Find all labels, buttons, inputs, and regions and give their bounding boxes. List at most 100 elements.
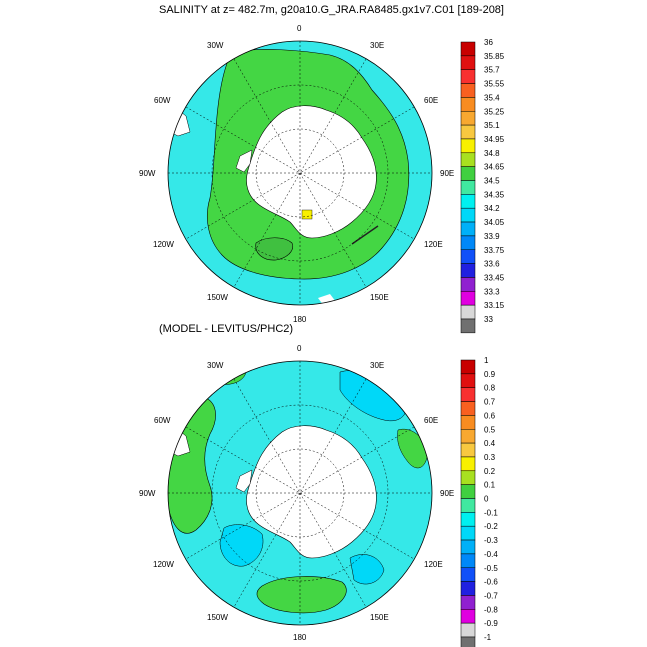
bottom-panel-title: (MODEL - LEVITUS/PHC2) [159, 323, 294, 335]
bottom-lon-label: 180 [293, 633, 307, 642]
top-colorbar-label: 35.1 [484, 121, 500, 130]
bottom-graticule [168, 361, 432, 625]
bottom-lon-label: 60E [424, 416, 438, 425]
top-colorbar-swatch [460, 249, 476, 264]
top-colorbar-label: 34.5 [484, 177, 500, 186]
bottom-colorbar-swatch [460, 470, 476, 485]
top-colorbar-swatch [460, 69, 476, 84]
bottom-colorbar-swatch [460, 429, 476, 444]
top-lon-label: 0 [297, 24, 302, 33]
bottom-colorbar-swatch [460, 359, 476, 375]
top-salinity-map [167, 40, 433, 306]
top-colorbar-swatch [460, 124, 476, 140]
top-colorbar-label: 34.2 [484, 204, 500, 213]
top-lon-label: 120E [424, 240, 443, 249]
top-colorbar-swatch [460, 291, 476, 306]
bottom-colorbar-swatch [460, 539, 476, 555]
bottom-colorbar-label: 0.9 [484, 370, 496, 379]
top-lon-labels: 0 30E 60E 90E 120E 150E 180 150W 120W 90… [139, 24, 454, 324]
bottom-colorbar-swatch [460, 512, 476, 527]
top-colorbar-label: 33.15 [484, 301, 505, 310]
top-colorbar-swatch [460, 318, 476, 334]
top-colorbar: 36 35.85 35.7 35.55 35.4 35.25 35.1 34.95 34.8 34… [460, 38, 505, 334]
top-colorbar-swatch [460, 111, 476, 126]
top-colorbar-label: 33.3 [484, 287, 500, 296]
bottom-antarctica [246, 425, 377, 559]
bottom-lon-label: 60W [154, 416, 171, 425]
top-lon-label: 90W [139, 169, 156, 178]
bottom-colorbar-swatch [460, 373, 476, 388]
bottom-lon-label: 90W [139, 489, 156, 498]
bottom-colorbar-label: -0.2 [484, 522, 498, 531]
top-graticule [168, 41, 432, 305]
bottom-lon-label: 120E [424, 560, 443, 569]
top-peninsula [235, 149, 253, 173]
top-colorbar-label: 35.55 [484, 80, 505, 89]
bottom-colorbar-label: -0.9 [484, 619, 498, 628]
bottom-lon-labels: 0 30E 60E 90E 120E 150E 180 150W 120W 90… [139, 344, 454, 642]
bottom-colorbar-swatch [460, 581, 476, 596]
top-colorbar-swatch [460, 277, 476, 292]
top-lon-label: 30W [207, 41, 224, 50]
top-colorbar-swatch [460, 180, 476, 195]
bottom-peninsula [235, 469, 253, 493]
bottom-colorbar-swatch [460, 498, 476, 513]
bottom-lon-label: 0 [297, 344, 302, 353]
top-colorbar-swatch [460, 97, 476, 112]
bottom-colorbar-swatch [460, 401, 476, 416]
bottom-colorbar-swatch [460, 415, 476, 430]
bottom-colorbar-label: 0.3 [484, 453, 496, 462]
bottom-lon-label: 150E [370, 613, 389, 622]
top-lon-label: 60E [424, 96, 438, 105]
top-lon-label: 60W [154, 96, 171, 105]
bottom-negative-region-west [219, 524, 264, 567]
bottom-map-border [167, 360, 433, 626]
bottom-colorbar-label: 0.1 [484, 481, 496, 490]
bottom-colorbar: 1 0.9 0.8 0.7 0.6 0.5 0.4 0.3 0.2 0.1 0 -0.1 -0.2 -0.… [460, 356, 498, 647]
bottom-colorbar-swatch [460, 595, 476, 610]
top-colorbar-label: 33.6 [484, 260, 500, 269]
top-yellow-spot [301, 209, 313, 220]
bottom-colorbar-swatch [460, 387, 476, 402]
bottom-colorbar-swatch [460, 442, 476, 458]
top-lon-label: 150W [207, 293, 228, 302]
bottom-colorbar-label: -0.5 [484, 564, 498, 573]
bottom-lon-label: 30W [207, 361, 224, 370]
top-colorbar-label: 33.75 [484, 246, 505, 255]
top-antarctica [246, 105, 377, 239]
bottom-colorbar-swatch [460, 456, 476, 472]
bottom-colorbar-label: -1 [484, 633, 492, 642]
top-colorbar-swatch [460, 235, 476, 250]
bottom-colorbar-swatch [460, 484, 476, 499]
bottom-colorbar-swatch [460, 553, 476, 569]
top-colorbar-label: 34.35 [484, 190, 505, 199]
top-colorbar-swatch [460, 304, 476, 320]
bottom-colorbar-label: -0.8 [484, 605, 498, 614]
top-colorbar-label: 34.65 [484, 163, 505, 172]
top-panel-title: SALINITY at z= 482.7m, g20a10.G_JRA.RA84… [159, 4, 504, 16]
top-colorbar-label: 35.4 [484, 93, 500, 102]
top-lon-label: 90E [440, 169, 454, 178]
bottom-colorbar-swatch [460, 525, 476, 541]
bottom-colorbar-label: 0.4 [484, 439, 496, 448]
bottom-lon-label: 150W [207, 613, 228, 622]
bottom-colorbar-label: 0.7 [484, 398, 496, 407]
bottom-colorbar-swatch [460, 609, 476, 624]
top-colorbar-label: 34.95 [484, 135, 505, 144]
bottom-colorbar-label: 0.8 [484, 384, 496, 393]
bottom-colorbar-swatch [460, 622, 476, 638]
bottom-lon-label: 30E [370, 361, 384, 370]
bottom-colorbar-label: -0.3 [484, 536, 498, 545]
bottom-colorbar-label: 0.6 [484, 411, 496, 420]
bottom-colorbar-swatch [460, 636, 476, 647]
bottom-colorbar-label: -0.4 [484, 550, 498, 559]
top-lon-label: 180 [293, 315, 307, 324]
top-colorbar-label: 35.85 [484, 52, 505, 61]
top-ridge-line [351, 225, 379, 245]
bottom-colorbar-label: 0 [484, 495, 489, 504]
bottom-positive-region-south [256, 576, 347, 614]
top-colorbar-swatch [460, 152, 476, 167]
top-lon-label: 30E [370, 41, 384, 50]
top-colorbar-label: 35.25 [484, 107, 505, 116]
